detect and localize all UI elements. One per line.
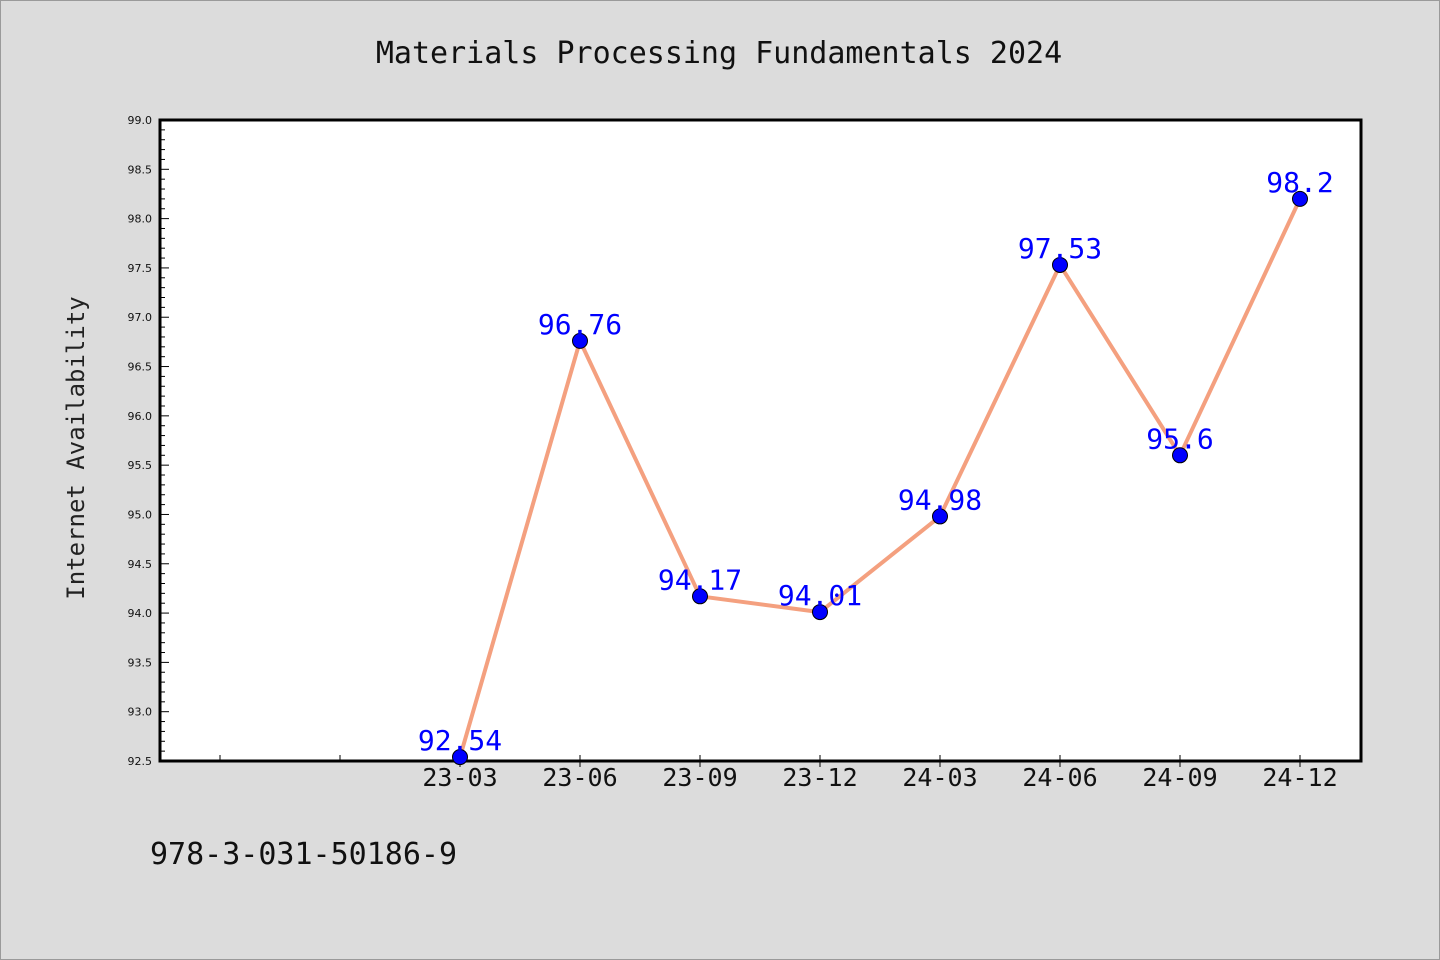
x-tick-label: 23-09 [662,763,737,792]
x-tick-label: 24-03 [902,763,977,792]
data-labels: 92.54 96.76 94.17 94.01 94.98 97.53 95.6 98.2 [418,166,1334,757]
x-tick-label: 24-12 [1262,763,1337,792]
y-tick-label: 96.0 [128,410,153,423]
y-tick-label: 98.0 [128,213,153,226]
y-tick-label: 93.0 [128,706,153,719]
y-tick-label: 97.0 [128,311,153,324]
y-tick-label: 99.0 [128,114,153,127]
data-point [812,604,828,621]
y-tick-label: 96.5 [128,361,153,374]
y-tick-label: 95.0 [128,508,153,521]
x-tick-label: 23-03 [422,763,497,792]
y-axis-label: Internet Availability [62,296,90,599]
data-label: 97.53 [1018,232,1102,265]
chart-title: Materials Processing Fundamentals 2024 [376,36,1062,71]
y-tick-label: 94.0 [128,607,153,620]
data-point [1292,190,1308,207]
data-point [1172,447,1188,464]
y-tick-label: 97.5 [128,262,153,275]
x-tick-label: 24-09 [1142,763,1217,792]
y-tick-label: 95.5 [128,459,153,472]
data-label: 94.17 [658,563,742,596]
data-label: 92.54 [418,724,502,757]
data-point [932,508,948,525]
series-polyline [458,198,1302,758]
data-label: 94.01 [778,579,862,612]
isbn-text: 978-3-031-50186-9 [150,837,457,872]
x-tick-label: 24-06 [1022,763,1097,792]
plot-area [158,118,1363,763]
data-point [572,332,588,349]
series-line [458,198,1302,758]
data-point [1052,256,1068,273]
y-tick-label: 93.5 [128,656,153,669]
y-tick-label: 94.5 [128,558,153,571]
x-tick-label: 23-06 [542,763,617,792]
data-point [452,749,468,766]
data-label: 95.6 [1146,422,1213,455]
y-axis: 92.5 93.0 93.5 94.0 94.5 95.0 95.5 96.0 96.5 97.0… [128,114,169,768]
x-axis: 23-03 23-06 23-09 23-12 24-03 24-06 24-09 24-12 [219,755,1338,792]
y-tick-label: 92.5 [128,755,153,768]
data-point [692,588,708,605]
data-label: 94.98 [898,483,982,516]
data-label: 96.76 [538,308,622,341]
x-tick-label: 23-12 [782,763,857,792]
y-tick-label: 98.5 [128,163,153,176]
data-points [452,190,1308,766]
data-label: 98.2 [1266,166,1333,199]
